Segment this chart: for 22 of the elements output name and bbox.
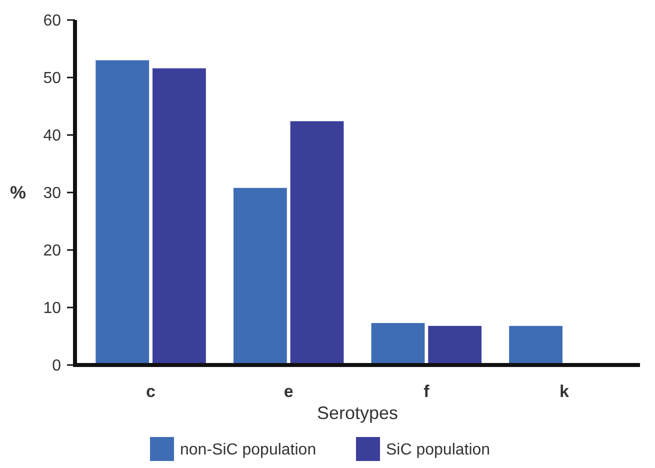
bar bbox=[152, 68, 206, 365]
legend-label: SiC population bbox=[386, 442, 490, 459]
x-axis-title: Serotypes bbox=[316, 403, 398, 423]
bar bbox=[233, 188, 287, 365]
x-tick-label: e bbox=[284, 382, 294, 401]
y-tick-label: 50 bbox=[43, 70, 62, 88]
y-tick-label: 10 bbox=[43, 300, 62, 318]
bar bbox=[371, 323, 425, 365]
bar bbox=[428, 326, 482, 365]
y-tick-label: 0 bbox=[52, 358, 62, 375]
legend-label: non-SiC population bbox=[180, 442, 316, 459]
bar bbox=[509, 326, 562, 365]
y-tick-label: 60 bbox=[43, 12, 62, 30]
y-tick-label: 20 bbox=[43, 242, 62, 260]
x-tick-label: f bbox=[424, 382, 430, 401]
y-tick-label: 40 bbox=[43, 128, 62, 145]
y-axis-title: % bbox=[10, 182, 26, 202]
bar bbox=[290, 121, 344, 365]
x-tick-label: c bbox=[146, 382, 156, 401]
y-tick-label: 30 bbox=[43, 185, 62, 202]
x-tick-label: k bbox=[559, 382, 570, 401]
bar bbox=[96, 60, 150, 365]
